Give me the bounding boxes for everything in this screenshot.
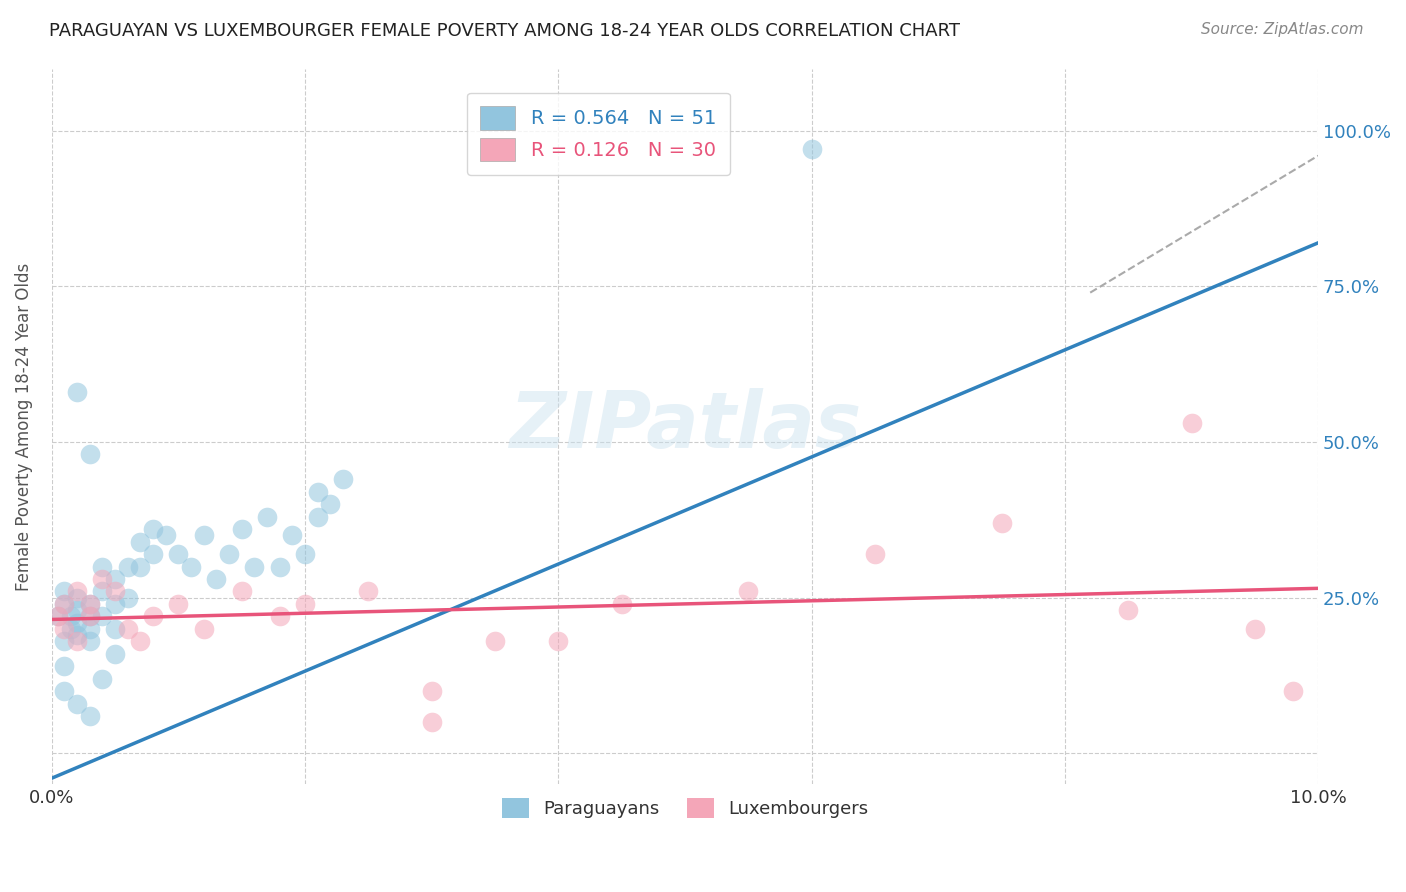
Text: Source: ZipAtlas.com: Source: ZipAtlas.com: [1201, 22, 1364, 37]
Point: [129, 534, 152, 549]
Point: [231, 522, 253, 536]
Point: [104, 597, 127, 611]
Point: [243, 559, 266, 574]
Point: [66, 385, 89, 400]
Point: [129, 559, 152, 574]
Point: [66, 628, 89, 642]
Point: [307, 509, 329, 524]
Point: [53, 659, 76, 673]
Point: [863, 547, 886, 561]
Point: [104, 647, 127, 661]
Point: [79, 609, 101, 624]
Point: [218, 547, 240, 561]
Point: [53, 622, 76, 636]
Point: [91, 584, 114, 599]
Point: [800, 143, 823, 157]
Point: [79, 709, 101, 723]
Point: [117, 622, 139, 636]
Point: [79, 609, 101, 624]
Point: [66, 591, 89, 605]
Point: [66, 634, 89, 648]
Point: [142, 547, 165, 561]
Point: [484, 634, 506, 648]
Point: [547, 634, 569, 648]
Point: [205, 572, 228, 586]
Point: [104, 572, 127, 586]
Point: [46, 609, 69, 624]
Point: [193, 622, 215, 636]
Point: [79, 448, 101, 462]
Point: [104, 584, 127, 599]
Point: [66, 603, 89, 617]
Point: [193, 528, 215, 542]
Point: [332, 472, 354, 486]
Point: [91, 572, 114, 586]
Point: [357, 584, 380, 599]
Y-axis label: Female Poverty Among 18-24 Year Olds: Female Poverty Among 18-24 Year Olds: [15, 262, 32, 591]
Point: [420, 715, 443, 730]
Point: [294, 547, 316, 561]
Point: [53, 684, 76, 698]
Point: [129, 634, 152, 648]
Point: [79, 597, 101, 611]
Point: [180, 559, 202, 574]
Text: ZIPatlas: ZIPatlas: [509, 389, 860, 465]
Point: [269, 609, 291, 624]
Point: [59, 622, 82, 636]
Point: [167, 597, 190, 611]
Point: [1243, 622, 1265, 636]
Point: [79, 622, 101, 636]
Point: [167, 547, 190, 561]
Point: [1281, 684, 1303, 698]
Point: [79, 597, 101, 611]
Point: [142, 609, 165, 624]
Point: [737, 584, 759, 599]
Point: [91, 559, 114, 574]
Point: [990, 516, 1012, 530]
Point: [269, 559, 291, 574]
Point: [117, 559, 139, 574]
Point: [53, 634, 76, 648]
Point: [142, 522, 165, 536]
Point: [319, 497, 342, 511]
Point: [104, 622, 127, 636]
Point: [59, 609, 82, 624]
Point: [281, 528, 304, 542]
Point: [91, 672, 114, 686]
Point: [53, 597, 76, 611]
Point: [79, 634, 101, 648]
Point: [53, 597, 76, 611]
Point: [66, 615, 89, 630]
Point: [256, 509, 278, 524]
Point: [420, 684, 443, 698]
Point: [1116, 603, 1139, 617]
Point: [1180, 417, 1202, 431]
Point: [294, 597, 316, 611]
Point: [610, 597, 633, 611]
Point: [46, 609, 69, 624]
Legend: Paraguayans, Luxembourgers: Paraguayans, Luxembourgers: [495, 791, 876, 825]
Point: [91, 609, 114, 624]
Point: [307, 484, 329, 499]
Point: [66, 697, 89, 711]
Point: [231, 584, 253, 599]
Point: [117, 591, 139, 605]
Point: [155, 528, 177, 542]
Point: [66, 584, 89, 599]
Text: PARAGUAYAN VS LUXEMBOURGER FEMALE POVERTY AMONG 18-24 YEAR OLDS CORRELATION CHAR: PARAGUAYAN VS LUXEMBOURGER FEMALE POVERT…: [49, 22, 960, 40]
Point: [53, 584, 76, 599]
